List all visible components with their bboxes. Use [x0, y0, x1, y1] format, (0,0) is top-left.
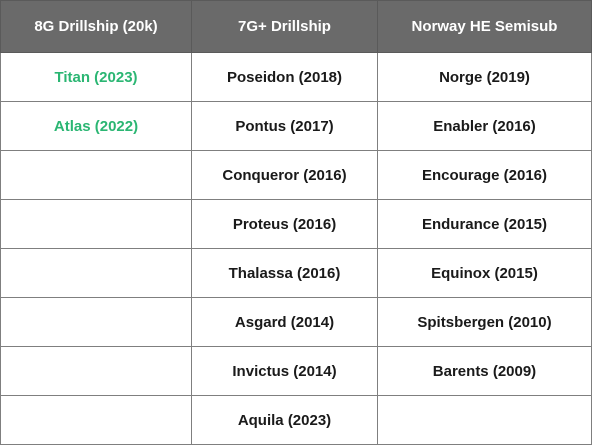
table-cell: Thalassa (2016): [191, 248, 378, 298]
table-row: Conqueror (2016) Encourage (2016): [0, 150, 592, 200]
table-row: Atlas (2022) Pontus (2017) Enabler (2016…: [0, 101, 592, 151]
table-cell: [0, 199, 192, 249]
header-row: 8G Drillship (20k) 7G+ Drillship Norway …: [0, 0, 592, 53]
table-cell: Pontus (2017): [191, 101, 378, 151]
table-cell: Conqueror (2016): [191, 150, 378, 200]
table-cell: [0, 150, 192, 200]
table-cell: Barents (2009): [377, 346, 592, 396]
column-header-norway-semisub: Norway HE Semisub: [377, 0, 592, 53]
table-cell: Asgard (2014): [191, 297, 378, 347]
table-cell: Atlas (2022): [0, 101, 192, 151]
table-cell: Encourage (2016): [377, 150, 592, 200]
table-cell: Norge (2019): [377, 52, 592, 102]
table-cell: [0, 346, 192, 396]
table-row: Proteus (2016) Endurance (2015): [0, 199, 592, 249]
table-body: Titan (2023) Poseidon (2018) Norge (2019…: [0, 52, 592, 445]
table-cell: Invictus (2014): [191, 346, 378, 396]
table-header: 8G Drillship (20k) 7G+ Drillship Norway …: [0, 0, 592, 53]
table-cell: [377, 395, 592, 445]
table-row: Asgard (2014) Spitsbergen (2010): [0, 297, 592, 347]
table-cell: Proteus (2016): [191, 199, 378, 249]
table-cell: Poseidon (2018): [191, 52, 378, 102]
table-row: Aquila (2023): [0, 395, 592, 445]
column-header-7g-drillship: 7G+ Drillship: [191, 0, 378, 53]
table-cell: [0, 297, 192, 347]
table-cell: Equinox (2015): [377, 248, 592, 298]
table-row: Invictus (2014) Barents (2009): [0, 346, 592, 396]
table-cell: Enabler (2016): [377, 101, 592, 151]
column-header-8g-drillship: 8G Drillship (20k): [0, 0, 192, 53]
table-row: Titan (2023) Poseidon (2018) Norge (2019…: [0, 52, 592, 102]
table-cell: [0, 248, 192, 298]
table-row: Thalassa (2016) Equinox (2015): [0, 248, 592, 298]
table-cell: Endurance (2015): [377, 199, 592, 249]
table-cell: Titan (2023): [0, 52, 192, 102]
table-cell: Aquila (2023): [191, 395, 378, 445]
table-cell: [0, 395, 192, 445]
table-cell: Spitsbergen (2010): [377, 297, 592, 347]
